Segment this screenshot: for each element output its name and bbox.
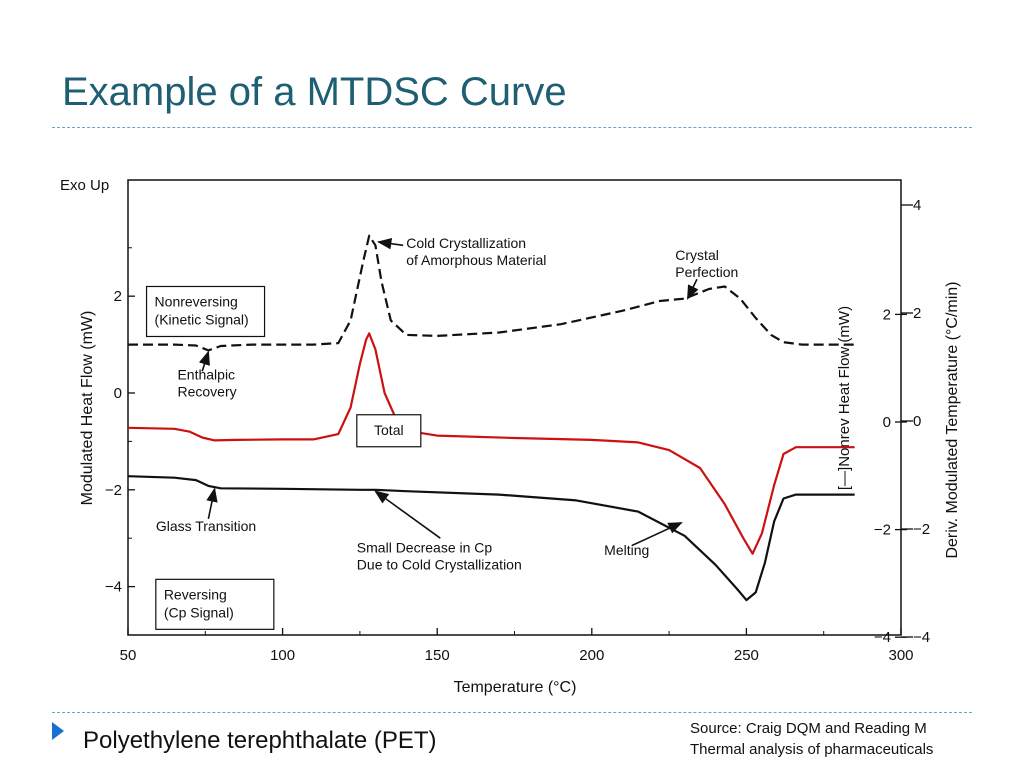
mtdsc-chart: 50 100 150 200 250 300−4−20220−2−4420−2−4Temp… — [60, 177, 961, 696]
annotation-text-0: of Amorphous Material — [406, 252, 546, 268]
y-right-outer-tick-label: 0 — [913, 413, 921, 430]
y-right-outer-tick-label: −2 — [913, 521, 930, 538]
annotation-text-2: Recovery — [177, 383, 236, 399]
boxed-label-frame-0 — [145, 285, 266, 338]
annotation-arrow-1 — [686, 278, 699, 300]
x-tick-label-100: 100 — [270, 647, 295, 664]
boxed-label-text-0: Nonreversing — [155, 293, 238, 309]
boxed-label-text-2: Reversing — [164, 586, 227, 602]
y-right-inner-axis-title: [—]Nonrev Heat Flow (mW) — [836, 306, 853, 490]
annotation-arrow-3 — [206, 487, 218, 519]
y-right-outer-axis-title: Deriv. Modulated Temperature (°C/min) — [944, 281, 961, 558]
y-left-tick-label-2: 2 — [114, 288, 122, 305]
x-axis-title: Temperature (°C) — [454, 679, 577, 696]
y-right-inner-tick-label: 2 — [883, 306, 891, 323]
y-right-outer-tick-label: 2 — [913, 305, 921, 322]
y-left-axis-title: Modulated Heat Flow (mW) — [79, 311, 96, 506]
source-line-2: Thermal analysis of pharmaceuticals — [690, 741, 934, 758]
series-line-2 — [127, 475, 855, 602]
annotation-arrow-2 — [198, 350, 210, 372]
boxed-label-frame-2 — [155, 578, 275, 630]
y-left-tick-label-0: 0 — [114, 385, 122, 402]
annotation-text-1: Perfection — [675, 264, 738, 280]
annotation-arrow-5 — [631, 521, 683, 547]
source-line-1: Source: Craig DQM and Reading M — [690, 720, 927, 737]
annotation-text-1: Crystal — [675, 247, 719, 263]
x-tick-label-200: 200 — [579, 647, 604, 664]
series-line-0 — [128, 234, 855, 352]
annotation-text-0: Cold Crystallization — [406, 235, 526, 251]
y-left-tick-label--2: −2 — [105, 482, 122, 499]
annotation-text-5: Melting — [604, 542, 649, 558]
x-tick-label-250: 250 — [734, 647, 759, 664]
y-right-inner-tick-label: 0 — [883, 414, 891, 431]
y-right-outer-tick-label: 4 — [913, 197, 921, 214]
annotation-text-4: Due to Cold Crystallization — [357, 557, 522, 573]
triangle-right-icon — [52, 722, 64, 740]
y-right-outer-tick-label: −4 — [913, 629, 930, 646]
boxed-label-text-1: Total — [374, 422, 404, 438]
annotation-text-3: Glass Transition — [156, 518, 256, 534]
exo-up-label: Exo Up — [60, 177, 109, 194]
boxed-label-frame-1 — [356, 414, 422, 448]
boxed-label-text-2: (Cp Signal) — [164, 604, 234, 620]
title-divider — [52, 127, 972, 128]
x-tick-label-50: 50 — [120, 647, 137, 664]
y-left-tick-label--4: −4 — [105, 579, 122, 596]
annotation-text-4: Small Decrease in Cp — [357, 540, 493, 556]
slide-title: Example of a MTDSC Curve — [62, 70, 567, 114]
annotation-text-2: Enthalpic — [177, 366, 235, 382]
footer-divider — [52, 712, 972, 713]
x-tick-label-150: 150 — [425, 647, 450, 664]
bullet-text: Polyethylene terephthalate (PET) — [83, 727, 437, 754]
boxed-label-text-0: (Kinetic Signal) — [155, 311, 249, 327]
annotation-arrow-4 — [374, 490, 441, 539]
source-citation: Source: Craig DQM and Reading M Thermal … — [690, 718, 933, 760]
y-right-inner-tick-label: −2 — [874, 522, 891, 539]
annotation-arrow-0 — [377, 238, 404, 250]
y-right-inner-tick-label: −4 — [874, 629, 891, 646]
x-tick-label-300: 300 — [888, 647, 913, 664]
